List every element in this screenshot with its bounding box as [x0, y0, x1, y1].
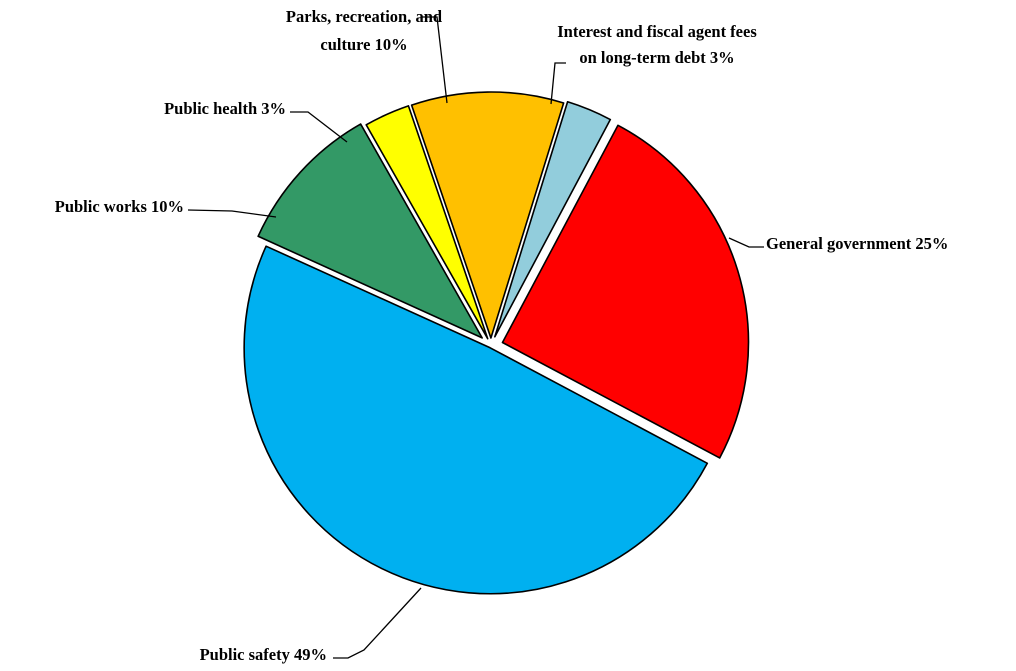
- leader-line-public-works: [187, 209, 277, 218]
- leader-line-general-government: [728, 237, 764, 248]
- pie-slice-interest-and-fiscal-agent-fees-on-long-term-debt: [494, 100, 612, 338]
- slice-label-parks-recreation-and-culture: Parks, recreation, and culture 10%: [286, 7, 442, 54]
- labels-layer: General government 25% Public safety 49% P…: [55, 7, 949, 664]
- slice-label-line: Public health 3%: [164, 99, 286, 118]
- leader-line-public-health: [290, 111, 348, 143]
- leader-line-interest-and-fiscal-agent-fees-on-long-term-debt: [550, 62, 566, 105]
- slices-layer: [243, 91, 750, 595]
- pie-slice-public-health: [365, 105, 489, 340]
- slice-label-line: culture 10%: [320, 35, 407, 54]
- slice-label-public-works: Public works 10%: [55, 197, 184, 216]
- pie-slice-general-government: [501, 124, 750, 459]
- slice-label-line: Public safety 49%: [200, 645, 327, 664]
- leader-lines-layer: [187, 16, 764, 659]
- slice-label-line: on long-term debt 3%: [579, 48, 734, 67]
- slice-label-interest-and-fiscal-agent-fees-on-long-term-debt: Interest and fiscal agent fees on long-te…: [557, 22, 757, 67]
- slice-label-line: General government 25%: [766, 234, 948, 253]
- leader-line-parks-recreation-and-culture: [421, 16, 448, 104]
- slice-label-public-health: Public health 3%: [164, 99, 286, 118]
- leader-line-public-safety: [333, 587, 422, 659]
- slice-label-general-government: General government 25%: [766, 234, 948, 253]
- slice-label-line: Public works 10%: [55, 197, 184, 216]
- pie-slice-public-safety: [243, 245, 709, 595]
- slice-label-line: Parks, recreation, and: [286, 7, 442, 26]
- slice-label-line: Interest and fiscal agent fees: [557, 22, 757, 41]
- pie-slice-public-works: [257, 123, 483, 339]
- slice-label-public-safety: Public safety 49%: [200, 645, 327, 664]
- pie-slice-parks-recreation-and-culture: [410, 91, 565, 339]
